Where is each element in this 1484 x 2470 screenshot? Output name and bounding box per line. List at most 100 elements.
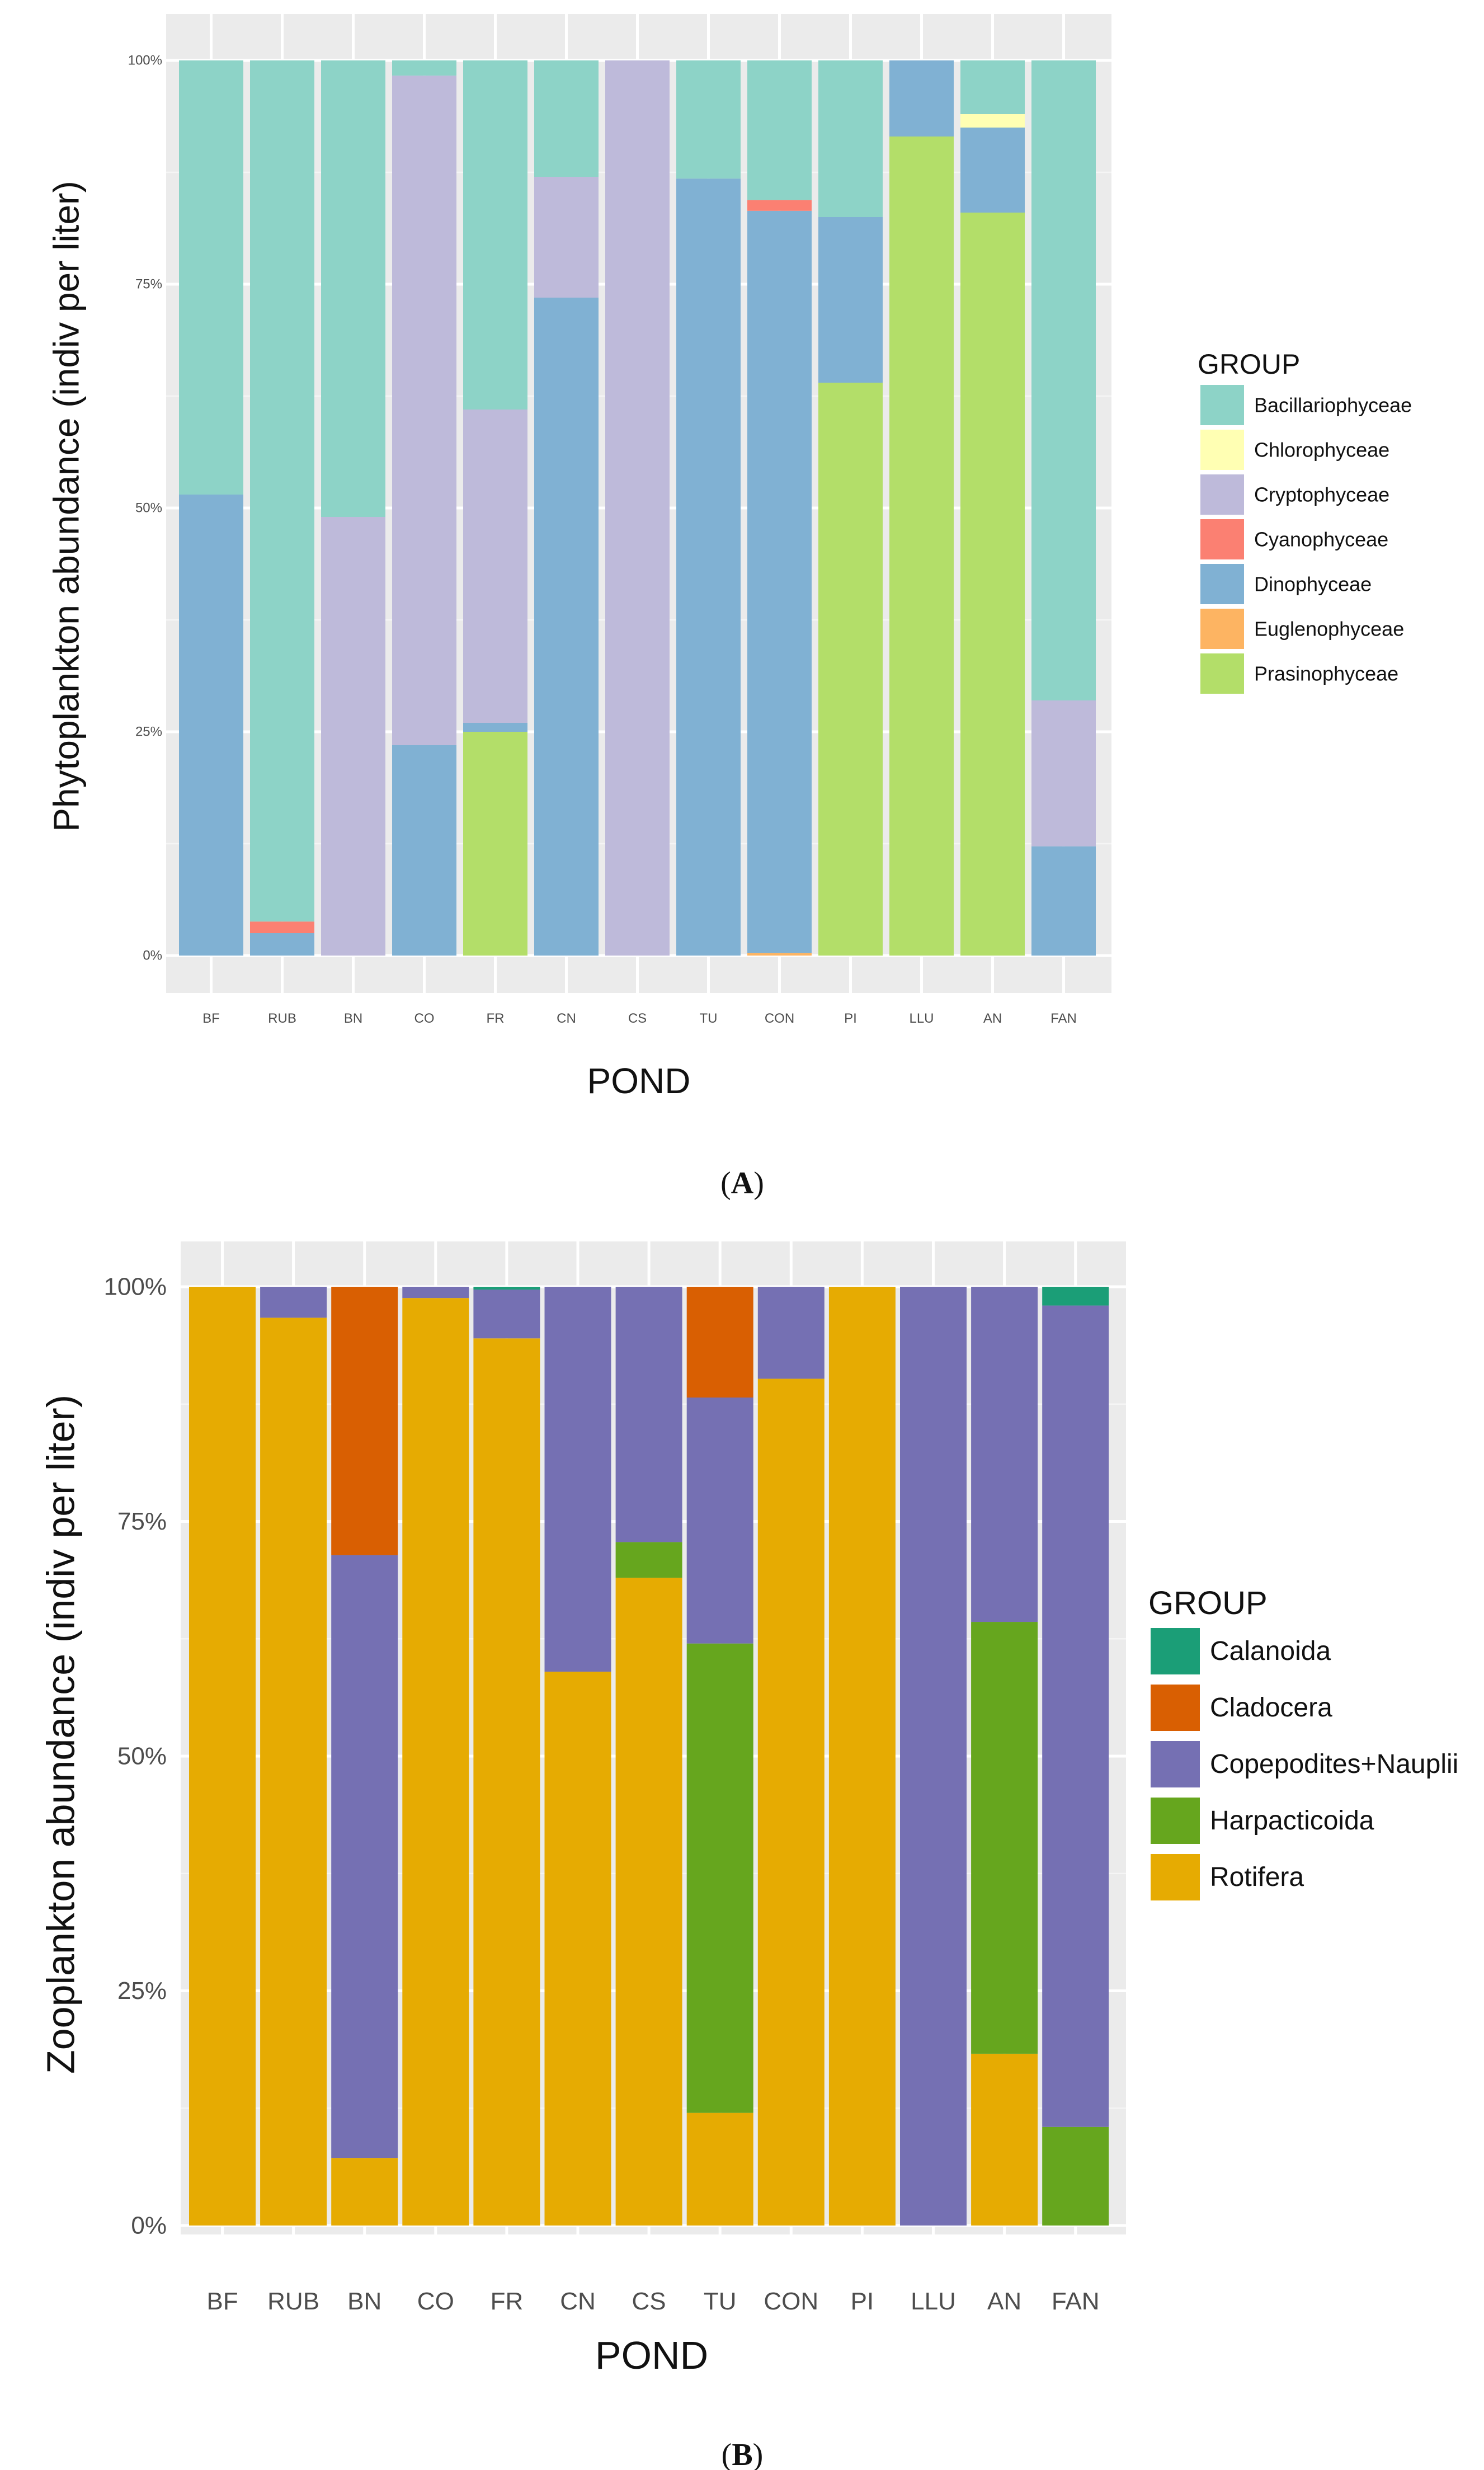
zooplankton-legend-key-cladocera xyxy=(1151,1685,1200,1731)
phytoplankton-bar-cn-cryptophyceae xyxy=(534,177,599,298)
zooplankton-bar-fan-harpacticoida xyxy=(1042,2126,1109,2226)
panel-label-b-open-paren: ( xyxy=(722,2438,732,2470)
phytoplankton-bar-fr-prasinophyceae xyxy=(463,732,527,956)
phytoplankton-bar-co-dinophyceae xyxy=(392,745,456,956)
zooplankton-bar-rub-copepodites-nauplii xyxy=(260,1287,327,1318)
zooplankton-y-tick-label: 25% xyxy=(117,1977,167,2005)
phytoplankton-bar-con-dinophyceae xyxy=(747,210,812,953)
zooplankton-bar-cs-copepodites-nauplii xyxy=(615,1287,682,1542)
zooplankton-legend-key-rotifera xyxy=(1151,1854,1200,1900)
zooplankton-x-tick-label: CS xyxy=(632,2288,666,2315)
panel-label-a: (A) xyxy=(720,1166,764,1201)
zooplankton-bar-co-rotifera xyxy=(402,1298,469,2226)
phytoplankton-bar-bn-bacillariophyceae xyxy=(321,60,385,517)
phytoplankton-legend-label-bacillariophyceae: Bacillariophyceae xyxy=(1254,394,1412,417)
phytoplankton-bar-bf-bacillariophyceae xyxy=(179,60,243,495)
phytoplankton-legend-label-chlorophyceae: Chlorophyceae xyxy=(1254,439,1389,462)
phytoplankton-bar-cs-cryptophyceae xyxy=(605,60,670,956)
phytoplankton-bar-llu-dinophyceae xyxy=(889,60,954,137)
zooplankton-bar-an-rotifera xyxy=(971,2053,1038,2226)
phytoplankton-bar-pi-dinophyceae xyxy=(818,217,883,383)
phytoplankton-bar-bf-dinophyceae xyxy=(179,495,243,956)
zooplankton-bar-pi-rotifera xyxy=(828,1287,896,2226)
phytoplankton-y-tick-label: 25% xyxy=(135,724,162,740)
zooplankton-x-tick-label: AN xyxy=(987,2288,1021,2315)
phytoplankton-legend-key-euglenophyceae xyxy=(1200,609,1244,649)
phytoplankton-y-tick-label: 75% xyxy=(135,277,162,292)
zooplankton-bar-an-copepodites-nauplii xyxy=(971,1287,1038,1622)
phytoplankton-legend-label-prasinophyceae: Prasinophyceae xyxy=(1254,662,1398,685)
panel-label-b-letter: B xyxy=(732,2438,752,2470)
zooplankton-bar-fan-calanoida xyxy=(1042,1287,1109,1306)
phytoplankton-x-axis-title: POND xyxy=(587,1061,691,1101)
phytoplankton-legend-label-cyanophyceae: Cyanophyceae xyxy=(1254,528,1388,551)
zooplankton-bar-bf-rotifera xyxy=(189,1287,256,2226)
phytoplankton-x-tick-label: PI xyxy=(844,1011,857,1026)
zooplankton-x-tick-label: RUB xyxy=(267,2288,319,2315)
phytoplankton-x-tick-label: TU xyxy=(700,1011,718,1026)
phytoplankton-y-tick-label: 50% xyxy=(135,501,162,516)
zooplankton-x-tick-label: PI xyxy=(851,2288,874,2315)
phytoplankton-legend-label-dinophyceae: Dinophyceae xyxy=(1254,573,1372,596)
phytoplankton-legend-label-cryptophyceae: Cryptophyceae xyxy=(1254,483,1389,506)
phytoplankton-x-tick-label: CN xyxy=(557,1011,576,1026)
zooplankton-y-tick-label: 50% xyxy=(117,1743,167,1770)
zooplankton-y-axis-title: Zooplankton abundance (indiv per liter) xyxy=(39,1395,83,2074)
zooplankton-legend-key-copepodites-nauplii xyxy=(1151,1741,1200,1787)
phytoplankton-bar-rub-cyanophyceae xyxy=(250,921,314,933)
panel-label-b: (B) xyxy=(722,2438,764,2470)
zooplankton-bar-fr-rotifera xyxy=(473,1338,540,2226)
phytoplankton-bar-an-bacillariophyceae xyxy=(960,60,1025,114)
phytoplankton-y-tick-labels: 0% 25% 50% 75% 100% xyxy=(128,53,162,963)
phytoplankton-x-tick-label: FAN xyxy=(1050,1011,1077,1026)
zooplankton-legend-label-cladocera: Cladocera xyxy=(1210,1693,1332,1723)
phytoplankton-bar-rub-dinophyceae xyxy=(250,933,314,956)
zooplankton-bar-cn-rotifera xyxy=(544,1671,611,2226)
phytoplankton-legend-key-cryptophyceae xyxy=(1200,474,1244,515)
zooplankton-x-tick-label: CO xyxy=(417,2288,454,2315)
zooplankton-legend-key-harpacticoida xyxy=(1151,1798,1200,1844)
phytoplankton-legend-key-dinophyceae xyxy=(1200,564,1244,604)
phytoplankton-bar-con-euglenophyceae xyxy=(747,953,812,956)
zooplankton-bar-rub-rotifera xyxy=(260,1318,327,2226)
phytoplankton-bar-co-bacillariophyceae xyxy=(392,60,456,76)
zooplankton-bars xyxy=(189,1287,1109,2226)
phytoplankton-x-tick-label: CS xyxy=(628,1011,647,1026)
phytoplankton-x-tick-label: CON xyxy=(765,1011,794,1026)
zooplankton-x-tick-label: LLU xyxy=(911,2288,956,2315)
zooplankton-x-tick-label: CON xyxy=(764,2288,818,2315)
zooplankton-bar-tu-copepodites-nauplii xyxy=(686,1398,753,1644)
phytoplankton-bar-an-dinophyceae xyxy=(960,128,1025,213)
zooplankton-bar-cn-copepodites-nauplii xyxy=(544,1287,611,1672)
phytoplankton-x-tick-label: RUB xyxy=(268,1011,296,1026)
zooplankton-x-tick-labels: BF RUB BN CO FR CN CS TU CON PI LLU AN FAN xyxy=(206,2288,1099,2315)
zooplankton-x-tick-label: FAN xyxy=(1052,2288,1100,2315)
phytoplankton-bar-an-prasinophyceae xyxy=(960,213,1025,956)
phytoplankton-bar-fan-cryptophyceae xyxy=(1031,700,1096,846)
panel-label-a-open-paren: ( xyxy=(720,1166,731,1201)
panel-label-a-close-paren: ) xyxy=(753,1166,764,1201)
phytoplankton-bar-llu-prasinophyceae xyxy=(889,137,954,956)
phytoplankton-y-tick-label: 0% xyxy=(143,948,162,963)
phytoplankton-bar-fr-cryptophyceae xyxy=(463,410,527,723)
phytoplankton-bar-rub-bacillariophyceae xyxy=(250,60,314,922)
zooplankton-y-tick-label: 75% xyxy=(117,1508,167,1535)
phytoplankton-bar-bn-cryptophyceae xyxy=(321,517,385,956)
zooplankton-bar-cs-harpacticoida xyxy=(615,1542,682,1578)
zooplankton-y-tick-label: 100% xyxy=(103,1273,167,1301)
zooplankton-x-tick-label: FR xyxy=(491,2288,524,2315)
zooplankton-bar-con-rotifera xyxy=(757,1379,825,2226)
zooplankton-y-tick-labels: 0% 25% 50% 75% 100% xyxy=(103,1273,167,2240)
phytoplankton-bar-con-bacillariophyceae xyxy=(747,60,812,200)
zooplankton-x-tick-label: CN xyxy=(560,2288,596,2315)
zooplankton-bar-fr-copepodites-nauplii xyxy=(473,1290,540,1339)
phytoplankton-legend: GROUP Bacillariophyceae Chlorophyceae Cryp… xyxy=(1198,349,1412,694)
zooplankton-bar-cs-rotifera xyxy=(615,1578,682,2226)
phytoplankton-bar-fan-dinophyceae xyxy=(1031,846,1096,956)
phytoplankton-chart: 0% 25% 50% 75% 100% BF RUB BN CO FR CN CS TU CON PI LL… xyxy=(46,14,1412,1101)
phytoplankton-bar-cn-dinophyceae xyxy=(534,298,599,956)
zooplankton-bar-tu-harpacticoida xyxy=(686,1643,753,2113)
zooplankton-bar-bn-cladocera xyxy=(331,1287,398,1555)
zooplankton-bar-fr-calanoida xyxy=(473,1287,540,1290)
